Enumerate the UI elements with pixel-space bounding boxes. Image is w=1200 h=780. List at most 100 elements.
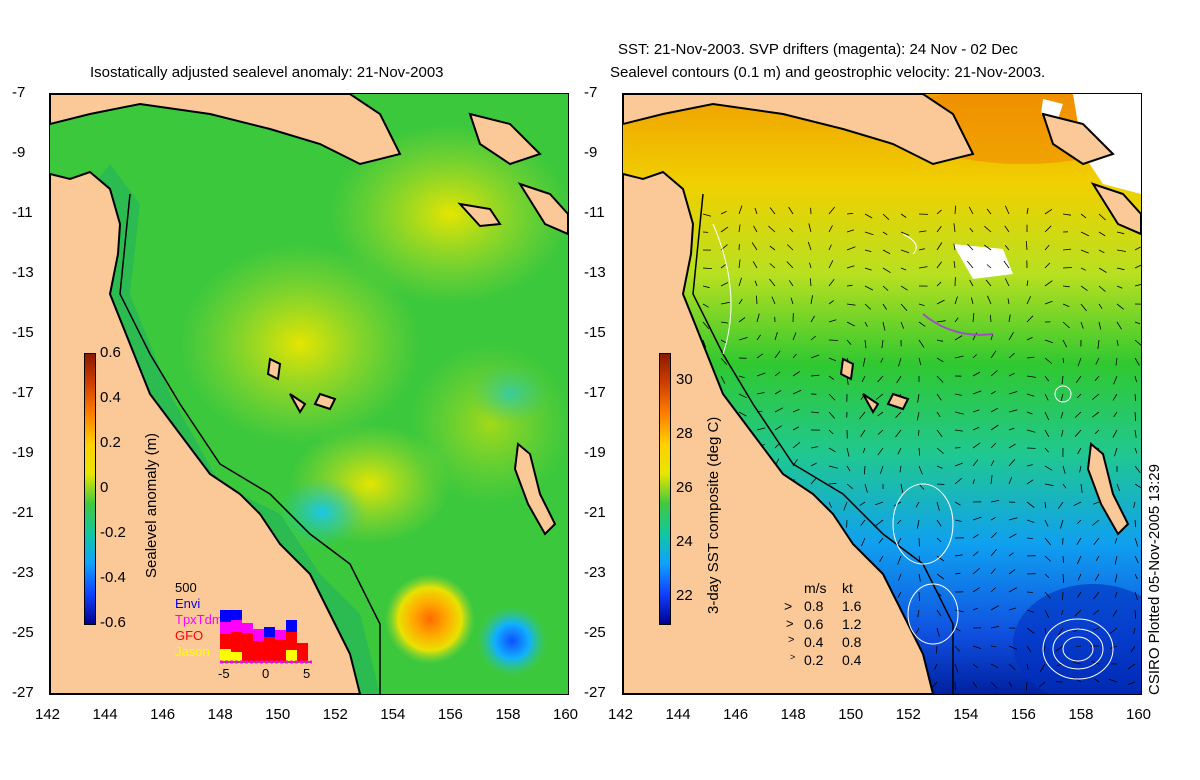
velocity-arrow [900, 303, 908, 311]
velocity-arrow [702, 267, 712, 269]
histogram-xtick-0: 0 [262, 666, 270, 681]
velocity-arrow [918, 429, 920, 436]
velocity-arrow [1008, 391, 1018, 395]
right-x-tick: 160 [1126, 706, 1152, 723]
velocity-arrow [738, 317, 746, 323]
velocity-arrow [1008, 352, 1015, 359]
velocity-arrow [882, 231, 888, 236]
velocity-arrow [1112, 429, 1118, 438]
velocity-arrow [936, 537, 942, 543]
velocity-arrow [846, 465, 851, 472]
velocity-arrow [1008, 459, 1016, 467]
velocity-arrow [971, 297, 974, 305]
right-y-tick: -25 [584, 624, 606, 641]
velocity-arrow [1008, 681, 1013, 688]
velocity-arrow [769, 263, 776, 269]
velocity-arrow [1062, 555, 1064, 563]
velocity-arrow [1080, 285, 1088, 291]
velocity-arrow [934, 663, 938, 670]
velocity-arrow [1008, 645, 1018, 650]
velocity-arrow [828, 319, 837, 323]
velocity-arrow [1080, 213, 1087, 219]
velocity-arrow [1062, 465, 1066, 474]
velocity-arrow [972, 442, 981, 449]
velocity-arrow [1043, 645, 1046, 654]
velocity-arrow [828, 482, 837, 485]
velocity-arrow [774, 425, 782, 431]
velocity-arrow [756, 334, 761, 341]
velocity-arrow [861, 375, 866, 382]
velocity-arrow [1026, 464, 1033, 467]
velocity-arrow [898, 573, 902, 581]
velocity-arrow [756, 295, 758, 305]
velocity-arrow [1008, 332, 1014, 341]
velocity-legend-row0-ms: 0.8 [804, 598, 824, 614]
velocity-arrow [1044, 447, 1049, 453]
velocity-arrow [918, 248, 925, 251]
velocity-arrow [1108, 678, 1118, 683]
velocity-arrow [769, 207, 776, 215]
velocity-arrow [936, 225, 942, 233]
velocity-arrow [1007, 298, 1010, 305]
velocity-arrow [897, 519, 902, 525]
velocity-arrow [900, 321, 905, 329]
velocity-arrow [1114, 555, 1118, 565]
velocity-arrow [936, 281, 942, 287]
velocity-arrow [1113, 411, 1118, 418]
velocity-arrow [1073, 661, 1082, 665]
velocity-arrow [918, 483, 925, 490]
velocity-arrow [990, 532, 998, 539]
velocity-arrow [1134, 246, 1141, 251]
right-map-field [623, 94, 1141, 694]
velocity-legend-row2-ms: 0.4 [804, 634, 824, 650]
velocity-arrow [1080, 303, 1087, 312]
velocity-arrow [1044, 519, 1049, 527]
velocity-arrow [882, 213, 890, 220]
velocity-arrow [738, 298, 743, 305]
velocity-arrow [1062, 285, 1070, 288]
velocity-arrow [1008, 477, 1013, 485]
velocity-arrow [864, 339, 867, 349]
velocity-arrow [864, 285, 874, 291]
velocity-arrow [1026, 429, 1036, 433]
velocity-arrow [1044, 375, 1050, 382]
left-x-tick: 148 [207, 706, 233, 723]
velocity-arrow [1134, 537, 1139, 547]
velocity-arrow [936, 299, 945, 305]
velocity-arrow [1080, 249, 1089, 254]
right-colorbar [659, 353, 671, 625]
velocity-arrow [1134, 429, 1137, 438]
velocity-arrow [972, 587, 980, 593]
velocity-arrow [953, 243, 956, 251]
velocity-arrow [954, 411, 964, 415]
velocity-arrow [954, 296, 958, 305]
velocity-arrow [1116, 231, 1125, 235]
velocity-arrow [1134, 519, 1136, 528]
velocity-arrow [1134, 339, 1141, 346]
velocity-arrow [828, 260, 834, 269]
velocity-arrow [1115, 357, 1118, 366]
velocity-arrow [1044, 537, 1052, 546]
histogram-top-value: 500 [175, 580, 197, 595]
right-x-tick: 148 [780, 706, 806, 723]
velocity-arrow [916, 411, 920, 421]
velocity-arrow [990, 681, 998, 689]
velocity-arrow [972, 645, 982, 650]
velocity-arrow [769, 245, 776, 251]
velocity-arrow [788, 206, 794, 215]
velocity-arrow [860, 519, 866, 526]
velocity-arrow [898, 357, 902, 367]
velocity-arrow [972, 409, 980, 413]
right-x-tick: 156 [1010, 706, 1036, 723]
velocity-arrow [1008, 443, 1016, 449]
velocity-arrow [990, 625, 1000, 629]
velocity-arrow [990, 568, 996, 575]
velocity-arrow [862, 447, 866, 454]
velocity-arrow [1109, 627, 1118, 635]
velocity-legend-row1-ms: 0.6 [804, 616, 824, 632]
velocity-arrow [880, 357, 884, 363]
velocity-arrow [954, 393, 962, 396]
velocity-arrow [1077, 447, 1082, 455]
velocity-arrow [792, 441, 801, 449]
velocity-arrow [936, 519, 942, 527]
